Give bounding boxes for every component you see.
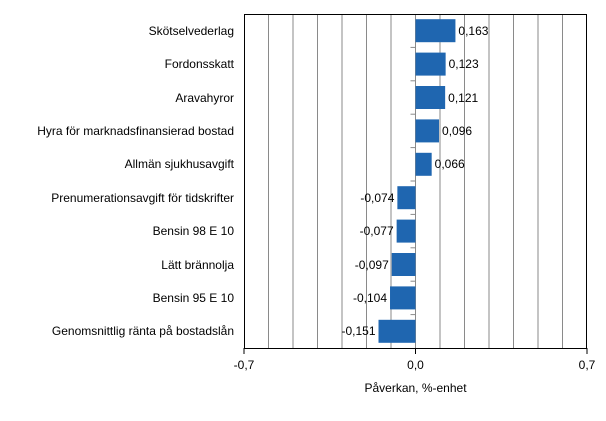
bar [415, 86, 446, 109]
bar [396, 219, 416, 243]
x-tick-label: -0,7 [233, 358, 255, 372]
value-label: -0,104 [353, 290, 388, 305]
category-label: Prenumerationsavgift för tidskrifter [51, 190, 234, 205]
x-axis-title: Påverkan, %-enhet [364, 381, 467, 395]
bar [415, 119, 440, 143]
value-label: 0,163 [458, 23, 489, 38]
bar [415, 52, 446, 76]
category-label: Hyra för marknadsfinansierad bostad [37, 123, 234, 138]
bar [378, 319, 416, 343]
category-label: Fordonsskatt [164, 57, 234, 72]
value-label: -0,151 [341, 324, 376, 339]
bar [391, 253, 416, 276]
x-tick-label: 0,0 [407, 358, 424, 372]
value-label: 0,123 [448, 57, 479, 72]
category-label: Lätt brännolja [161, 257, 234, 272]
category-label: Skötselvederlag [148, 23, 234, 38]
value-label: -0,077 [359, 224, 394, 239]
value-label: -0,097 [354, 257, 389, 272]
value-label: -0,074 [360, 190, 395, 205]
value-label: 0,121 [448, 90, 479, 105]
value-label: 0,066 [434, 157, 465, 172]
category-label: Aravahyror [175, 90, 234, 105]
bar [415, 19, 456, 43]
bar [390, 286, 416, 310]
category-label: Allmän sjukhusavgift [124, 157, 234, 172]
category-label: Genomsnittlig ränta på bostadslån [51, 324, 234, 339]
x-tick-label: 0,7 [578, 358, 596, 372]
bar [397, 186, 416, 210]
category-label: Bensin 95 E 10 [152, 290, 234, 305]
value-label: 0,096 [442, 123, 473, 138]
category-label: Bensin 98 E 10 [152, 224, 234, 239]
bar [415, 152, 432, 176]
